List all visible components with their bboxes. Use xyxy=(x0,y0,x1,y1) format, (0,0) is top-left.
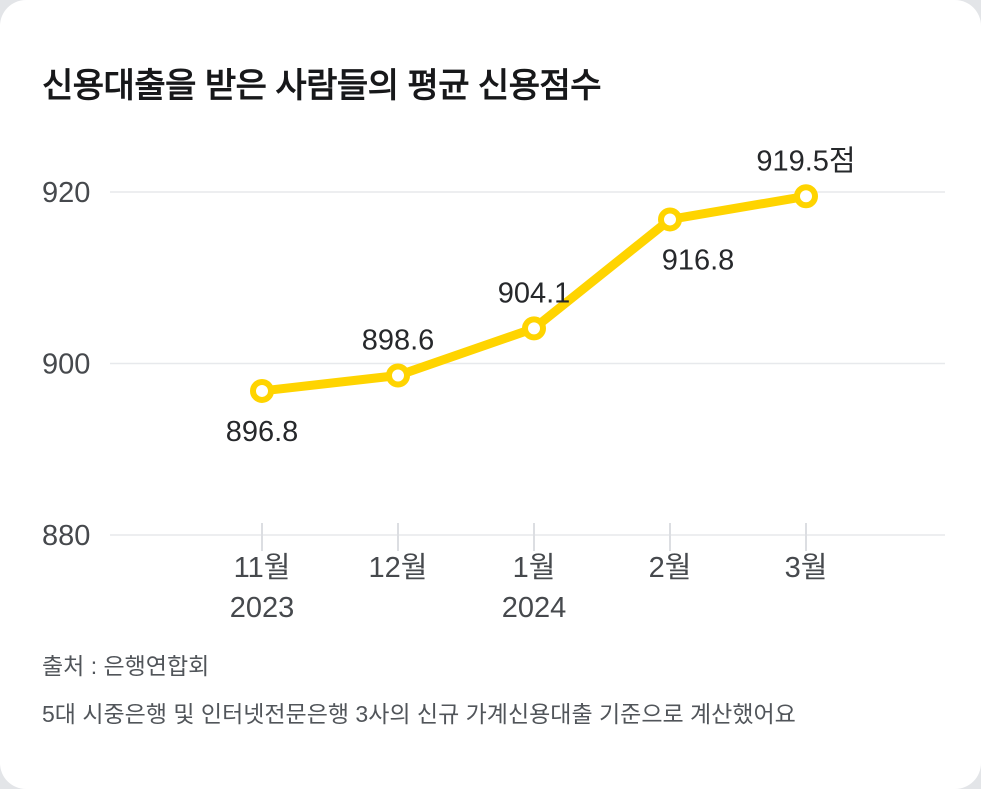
note-text: 5대 시중은행 및 인터넷전문은행 3사의 신규 가계신용대출 기준으로 계산했… xyxy=(42,700,796,727)
chart-title: 신용대출을 받은 사람들의 평균 신용점수 xyxy=(42,67,602,105)
data-point-label: 898.6 xyxy=(362,325,435,357)
data-point-marker xyxy=(658,207,682,232)
x-tick-label: 12월 xyxy=(369,551,428,584)
y-tick-label: 920 xyxy=(42,177,90,209)
x-year-label: 2023 xyxy=(230,592,295,624)
source-text: 출처 : 은행연합회 xyxy=(42,653,210,679)
data-point-marker xyxy=(522,316,546,341)
data-point-marker xyxy=(386,363,410,388)
chart-footer: 출처 : 은행연합회 5대 시중은행 및 인터넷전문은행 3사의 신규 가계신용… xyxy=(42,652,942,748)
data-point-label: 904.1 xyxy=(498,277,571,309)
x-tick-label: 2월 xyxy=(649,551,692,584)
x-year-label: 2024 xyxy=(502,592,567,624)
y-tick-label: 900 xyxy=(42,349,90,381)
data-point-marker xyxy=(794,184,818,209)
x-tick-label: 3월 xyxy=(785,551,828,584)
y-tick-label: 880 xyxy=(42,520,90,552)
x-tick-label: 1월 xyxy=(513,551,556,584)
data-point-label: 916.8 xyxy=(662,244,735,276)
data-point-label: 919.5점 xyxy=(756,145,855,177)
data-point-label: 896.8 xyxy=(226,416,299,448)
x-tick-label: 11월 xyxy=(234,551,291,584)
data-point-marker xyxy=(250,378,274,403)
